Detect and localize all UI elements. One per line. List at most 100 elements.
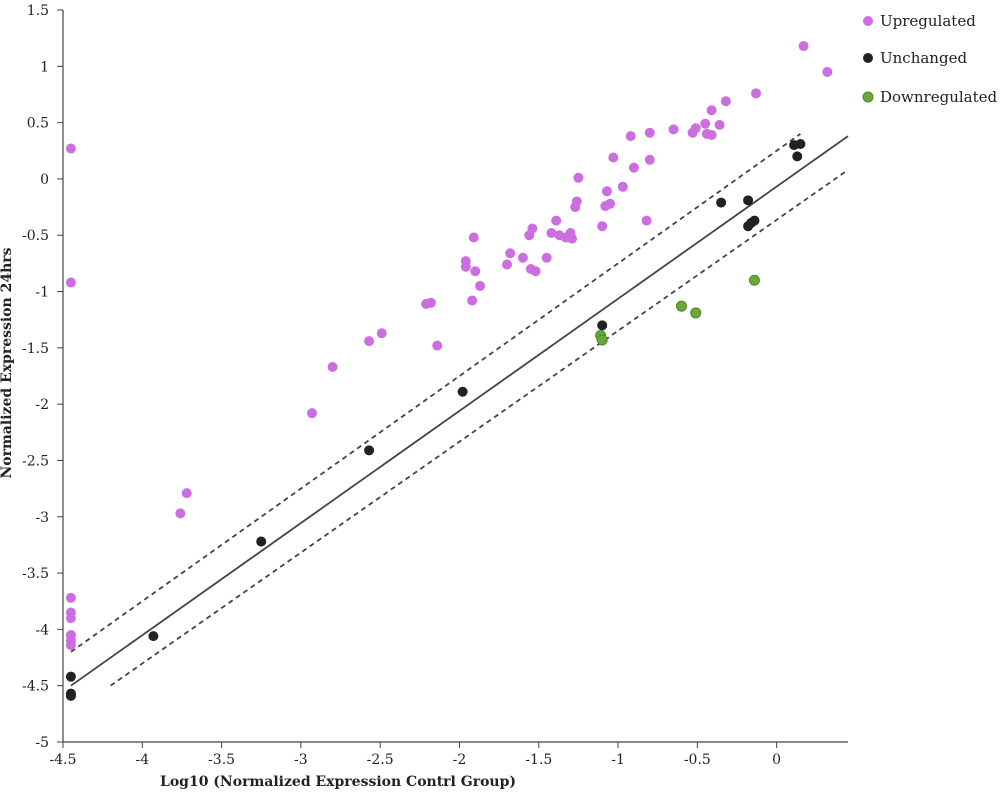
x-tick-label: -4.5 — [50, 752, 77, 768]
point-upregulated — [706, 130, 717, 141]
point-upregulated — [425, 297, 436, 308]
point-upregulated — [567, 233, 578, 244]
x-tick-label: 0 — [772, 752, 781, 768]
point-downregulated — [596, 334, 608, 346]
point-upregulated — [432, 340, 443, 351]
point-unchanged — [743, 195, 754, 206]
point-upregulated — [517, 252, 528, 263]
point-unchanged — [792, 151, 803, 162]
point-upregulated — [617, 181, 628, 192]
x-tick-label: -1.5 — [525, 752, 552, 768]
y-tick-label: -1.5 — [22, 341, 49, 357]
point-unchanged — [749, 215, 760, 226]
point-upregulated — [460, 261, 471, 272]
point-upregulated — [65, 613, 76, 624]
point-upregulated — [65, 640, 76, 651]
y-tick-label: -2 — [35, 397, 49, 413]
point-unchanged — [256, 536, 267, 547]
y-axis-title: Normalized Expression 24hrs — [0, 247, 15, 478]
legend-label-upregulated: Upregulated — [880, 12, 976, 30]
y-tick-label: 0 — [40, 172, 49, 188]
point-upregulated — [714, 119, 725, 130]
point-unchanged — [65, 690, 76, 701]
point-upregulated — [644, 154, 655, 165]
point-upregulated — [468, 232, 479, 243]
y-tick-label: 0.5 — [27, 116, 49, 132]
point-unchanged — [65, 671, 76, 682]
point-downregulated — [748, 274, 760, 286]
point-unchanged — [457, 386, 468, 397]
x-tick-label: -2.5 — [367, 752, 394, 768]
y-tick-label: -3.5 — [22, 566, 49, 582]
point-upregulated — [751, 88, 762, 99]
point-upregulated — [376, 328, 387, 339]
point-upregulated — [505, 248, 516, 259]
point-upregulated — [527, 223, 538, 234]
point-upregulated — [546, 227, 557, 238]
y-tick-label: -4.5 — [22, 679, 49, 695]
point-upregulated — [541, 252, 552, 263]
y-tick-label: -1 — [35, 285, 49, 301]
point-unchanged — [795, 139, 806, 150]
x-tick-label: -0.5 — [684, 752, 711, 768]
point-upregulated — [306, 408, 317, 419]
point-upregulated — [571, 196, 582, 207]
point-upregulated — [601, 186, 612, 197]
point-upregulated — [327, 361, 338, 372]
y-tick-label: 1 — [40, 59, 49, 75]
point-upregulated — [65, 277, 76, 288]
reference-lines — [70, 133, 849, 687]
point-upregulated — [530, 266, 541, 277]
legend-marker-upregulated — [863, 16, 873, 26]
legend-label-unchanged: Unchanged — [880, 49, 967, 67]
point-upregulated — [597, 221, 608, 232]
point-upregulated — [628, 162, 639, 173]
legend-label-downregulated: Downregulated — [880, 88, 998, 106]
legend-marker-unchanged — [863, 53, 873, 63]
y-tick-label: 1.5 — [27, 3, 49, 19]
threshold-line-1 — [70, 133, 801, 653]
point-upregulated — [65, 592, 76, 603]
x-axis-title: Log10 (Normalized Expression Contrl Grou… — [160, 774, 516, 790]
point-upregulated — [644, 127, 655, 138]
point-upregulated — [668, 124, 679, 135]
y-tick-label: -0.5 — [22, 228, 49, 244]
axes: -5-4.5-4-3.5-3-2.5-2-1.5-1-0.500.511.5-4… — [22, 3, 848, 768]
data-points — [65, 41, 833, 701]
point-upregulated — [502, 259, 513, 270]
point-upregulated — [65, 143, 76, 154]
legend-marker-downregulated — [862, 91, 874, 103]
threshold-line-2 — [110, 169, 849, 687]
point-upregulated — [175, 508, 186, 519]
x-tick-label: -3.5 — [208, 752, 235, 768]
regression-line — [70, 135, 849, 687]
point-upregulated — [467, 295, 478, 306]
point-unchanged — [148, 631, 159, 642]
point-upregulated — [625, 131, 636, 142]
point-upregulated — [470, 266, 481, 277]
point-upregulated — [605, 198, 616, 209]
y-tick-label: -3 — [35, 510, 49, 526]
point-upregulated — [475, 280, 486, 291]
point-unchanged — [364, 445, 375, 456]
point-upregulated — [573, 172, 584, 183]
x-tick-label: -4 — [135, 752, 149, 768]
point-upregulated — [706, 105, 717, 116]
point-unchanged — [597, 320, 608, 331]
point-upregulated — [798, 41, 809, 52]
point-unchanged — [716, 197, 727, 208]
point-upregulated — [822, 66, 833, 77]
point-upregulated — [720, 96, 731, 107]
point-upregulated — [641, 215, 652, 226]
point-upregulated — [551, 215, 562, 226]
point-upregulated — [608, 152, 619, 163]
y-tick-label: -5 — [35, 735, 49, 751]
x-tick-label: -1 — [611, 752, 625, 768]
y-tick-label: -2.5 — [22, 453, 49, 469]
point-upregulated — [700, 118, 711, 129]
point-upregulated — [181, 488, 192, 499]
legend: Upregulated Unchanged Downregulated — [862, 12, 998, 106]
x-tick-label: -2 — [453, 752, 467, 768]
point-upregulated — [690, 123, 701, 134]
